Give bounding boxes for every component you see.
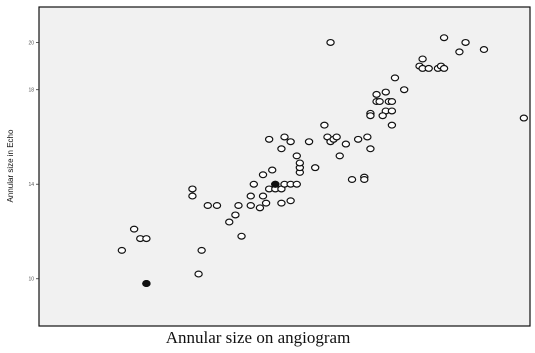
data-point bbox=[129, 225, 139, 233]
data-point bbox=[237, 232, 246, 240]
data-point bbox=[347, 175, 357, 183]
data-point-filled bbox=[271, 180, 280, 188]
data-point bbox=[255, 204, 265, 212]
data-point bbox=[292, 152, 301, 160]
data-points bbox=[117, 34, 529, 287]
data-point bbox=[261, 199, 271, 207]
data-point bbox=[439, 34, 449, 42]
data-point bbox=[310, 164, 320, 172]
data-point bbox=[258, 192, 268, 200]
data-point bbox=[286, 138, 295, 146]
data-point bbox=[455, 48, 464, 56]
data-point bbox=[304, 138, 314, 146]
data-point bbox=[366, 145, 375, 153]
data-point bbox=[372, 90, 381, 98]
data-point bbox=[439, 64, 449, 72]
data-point bbox=[424, 64, 433, 72]
data-point bbox=[399, 86, 409, 94]
data-point bbox=[360, 175, 369, 183]
data-point bbox=[418, 55, 427, 63]
data-point bbox=[295, 159, 305, 167]
data-point bbox=[280, 133, 289, 141]
data-point bbox=[387, 98, 397, 106]
y-axis-ticks: 10 14 18 20 bbox=[28, 40, 39, 283]
x-axis-title: Annular size on angiogram bbox=[166, 328, 351, 347]
data-point bbox=[225, 218, 234, 226]
data-point bbox=[387, 107, 397, 115]
data-point bbox=[197, 246, 206, 254]
data-point bbox=[249, 180, 259, 188]
data-point bbox=[390, 74, 400, 82]
y-tick-label: 18 bbox=[28, 88, 34, 94]
y-tick-label: 20 bbox=[28, 40, 34, 46]
data-point bbox=[366, 112, 375, 120]
data-point bbox=[277, 145, 286, 153]
data-point bbox=[381, 88, 390, 96]
data-point bbox=[188, 192, 197, 200]
data-point bbox=[212, 201, 222, 209]
data-point bbox=[326, 38, 335, 46]
data-point bbox=[341, 140, 351, 148]
data-point bbox=[461, 38, 470, 46]
data-point bbox=[246, 192, 255, 200]
data-point bbox=[335, 152, 344, 160]
y-axis-title: Annular size in Echo bbox=[6, 129, 15, 202]
data-point bbox=[258, 171, 268, 179]
data-point bbox=[363, 133, 372, 141]
data-point bbox=[268, 166, 277, 174]
data-point bbox=[203, 201, 212, 209]
data-point bbox=[320, 121, 329, 129]
data-point bbox=[479, 46, 489, 54]
data-point bbox=[246, 201, 255, 209]
data-point bbox=[142, 235, 151, 243]
data-point bbox=[387, 121, 397, 129]
data-point bbox=[519, 114, 529, 122]
data-point bbox=[188, 185, 197, 193]
data-point bbox=[353, 135, 363, 143]
data-point bbox=[264, 135, 274, 143]
data-point bbox=[194, 270, 203, 278]
plot-area bbox=[38, 6, 531, 327]
data-point bbox=[231, 211, 240, 219]
data-point bbox=[378, 112, 387, 120]
data-point bbox=[375, 98, 384, 106]
data-point bbox=[277, 199, 286, 207]
y-tick-label: 14 bbox=[28, 182, 34, 188]
data-point bbox=[117, 246, 127, 254]
data-point bbox=[332, 133, 341, 141]
data-point-filled bbox=[142, 279, 151, 287]
data-point bbox=[286, 197, 295, 205]
y-tick-label: 10 bbox=[28, 277, 34, 283]
data-point bbox=[292, 180, 301, 188]
data-point bbox=[234, 201, 243, 209]
